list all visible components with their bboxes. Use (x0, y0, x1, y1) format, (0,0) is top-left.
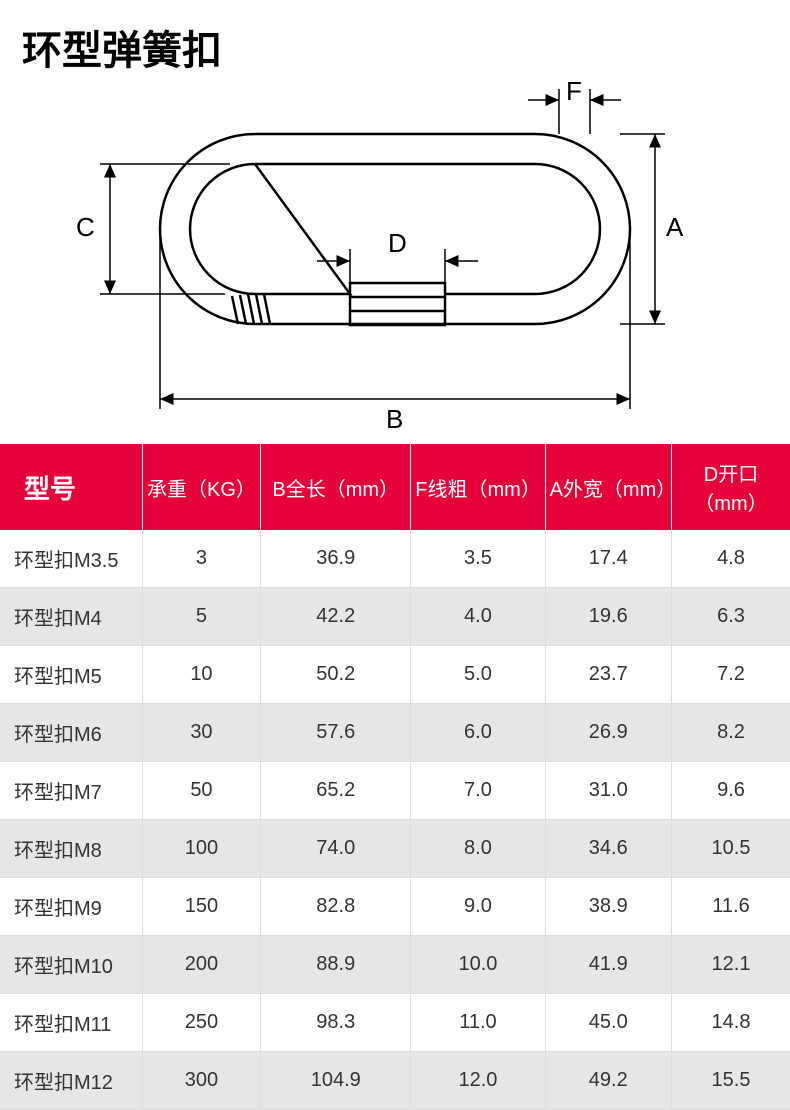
table-cell: 150 (142, 878, 261, 936)
table-cell: 88.9 (261, 936, 411, 994)
table-body: 环型扣M3.5336.93.517.44.8环型扣M4542.24.019.66… (0, 530, 790, 1110)
table-header-cell: 型号 (0, 444, 142, 530)
table-cell: 19.6 (545, 588, 671, 646)
table-row: 环型扣M915082.89.038.911.6 (0, 878, 790, 936)
table-header-cell: A外宽（mm） (545, 444, 671, 530)
table-cell: 7.0 (411, 762, 545, 820)
table-header-row: 型号承重（KG）B全长（mm）F线粗（mm）A外宽（mm）D开口（mm） (0, 444, 790, 530)
table-row: 环型扣M51050.25.023.77.2 (0, 646, 790, 704)
table-cell: 42.2 (261, 588, 411, 646)
table-cell: 82.8 (261, 878, 411, 936)
table-cell: 环型扣M11 (0, 994, 142, 1052)
table-cell: 26.9 (545, 704, 671, 762)
table-row: 环型扣M63057.66.026.98.2 (0, 704, 790, 762)
table-cell: 3 (142, 530, 261, 588)
table-row: 环型扣M12300104.912.049.215.5 (0, 1052, 790, 1110)
table-row: 环型扣M810074.08.034.610.5 (0, 820, 790, 878)
table-row: 环型扣M1020088.910.041.912.1 (0, 936, 790, 994)
table-cell: 15.5 (671, 1052, 790, 1110)
table-row: 环型扣M75065.27.031.09.6 (0, 762, 790, 820)
table-cell: 38.9 (545, 878, 671, 936)
spec-table: 型号承重（KG）B全长（mm）F线粗（mm）A外宽（mm）D开口（mm） 环型扣… (0, 444, 790, 1110)
table-cell: 9.6 (671, 762, 790, 820)
table-cell: 200 (142, 936, 261, 994)
table-cell: 5.0 (411, 646, 545, 704)
table-cell: 49.2 (545, 1052, 671, 1110)
diagram-svg (0, 84, 790, 444)
table-cell: 环型扣M7 (0, 762, 142, 820)
table-cell: 34.6 (545, 820, 671, 878)
table-cell: 环型扣M10 (0, 936, 142, 994)
table-row: 环型扣M4542.24.019.66.3 (0, 588, 790, 646)
table-cell: 7.2 (671, 646, 790, 704)
table-cell: 环型扣M6 (0, 704, 142, 762)
table-cell: 12.0 (411, 1052, 545, 1110)
dim-label-c: C (76, 212, 95, 243)
table-cell: 环型扣M12 (0, 1052, 142, 1110)
table-row: 环型扣M3.5336.93.517.44.8 (0, 530, 790, 588)
page-title: 环型弹簧扣 (0, 0, 790, 84)
table-cell: 74.0 (261, 820, 411, 878)
table-cell: 30 (142, 704, 261, 762)
table-cell: 57.6 (261, 704, 411, 762)
table-cell: 17.4 (545, 530, 671, 588)
table-cell: 9.0 (411, 878, 545, 936)
table-cell: 11.0 (411, 994, 545, 1052)
table-cell: 14.8 (671, 994, 790, 1052)
dim-label-b: B (386, 404, 403, 435)
table-cell: 50 (142, 762, 261, 820)
table-cell: 36.9 (261, 530, 411, 588)
table-cell: 10 (142, 646, 261, 704)
table-cell: 11.6 (671, 878, 790, 936)
table-cell: 12.1 (671, 936, 790, 994)
table-header-cell: 承重（KG） (142, 444, 261, 530)
table-cell: 100 (142, 820, 261, 878)
dim-label-a: A (666, 212, 683, 243)
table-row: 环型扣M1125098.311.045.014.8 (0, 994, 790, 1052)
table-cell: 50.2 (261, 646, 411, 704)
table-cell: 4.0 (411, 588, 545, 646)
table-cell: 环型扣M3.5 (0, 530, 142, 588)
table-cell: 3.5 (411, 530, 545, 588)
table-cell: 250 (142, 994, 261, 1052)
table-cell: 41.9 (545, 936, 671, 994)
table-cell: 10.0 (411, 936, 545, 994)
table-cell: 8.0 (411, 820, 545, 878)
table-cell: 环型扣M8 (0, 820, 142, 878)
table-header-cell: B全长（mm） (261, 444, 411, 530)
table-cell: 10.5 (671, 820, 790, 878)
table-cell: 6.3 (671, 588, 790, 646)
table-cell: 98.3 (261, 994, 411, 1052)
table-header-cell: F线粗（mm） (411, 444, 545, 530)
diagram-container: F A C D B (0, 84, 790, 444)
table-cell: 104.9 (261, 1052, 411, 1110)
table-cell: 45.0 (545, 994, 671, 1052)
table-header-cell: D开口（mm） (671, 444, 790, 530)
table-cell: 65.2 (261, 762, 411, 820)
table-cell: 23.7 (545, 646, 671, 704)
table-cell: 300 (142, 1052, 261, 1110)
table-cell: 8.2 (671, 704, 790, 762)
table-cell: 环型扣M5 (0, 646, 142, 704)
table-cell: 6.0 (411, 704, 545, 762)
table-cell: 31.0 (545, 762, 671, 820)
table-cell: 4.8 (671, 530, 790, 588)
dim-label-f: F (566, 76, 582, 107)
table-cell: 环型扣M4 (0, 588, 142, 646)
dim-label-d: D (388, 228, 407, 259)
table-cell: 5 (142, 588, 261, 646)
table-cell: 环型扣M9 (0, 878, 142, 936)
